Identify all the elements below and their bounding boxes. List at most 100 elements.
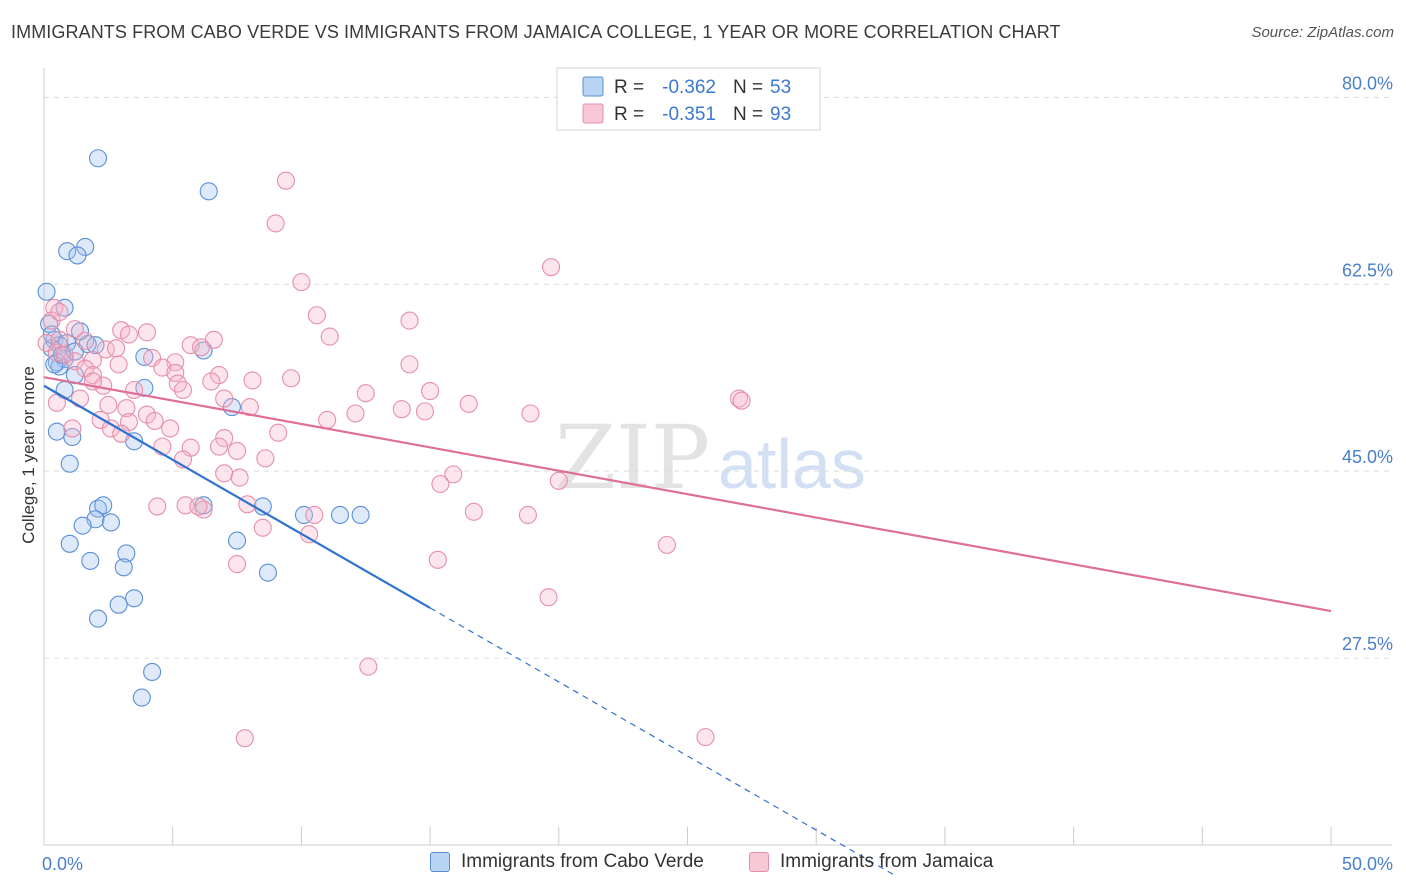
- stats-n-label: N =: [733, 104, 763, 125]
- data-point: [76, 331, 95, 350]
- data-point: [253, 518, 272, 537]
- data-point: [143, 662, 162, 682]
- data-point: [65, 352, 84, 371]
- data-point: [81, 551, 100, 570]
- data-point: [243, 371, 262, 390]
- data-points: [37, 149, 751, 748]
- data-point: [294, 505, 314, 525]
- data-point: [732, 391, 751, 410]
- trend-extension-0: [429, 607, 894, 875]
- y-tick-label: 45.0%: [1342, 447, 1393, 467]
- data-point: [194, 500, 213, 519]
- legend-item-jamaica: Immigrants from Jamaica: [749, 851, 993, 873]
- watermark: ZIP atlas: [555, 406, 866, 509]
- data-point: [215, 464, 234, 483]
- data-point: [161, 419, 180, 438]
- data-point: [359, 657, 378, 676]
- y-tick-label: 62.5%: [1342, 260, 1393, 280]
- data-point: [145, 411, 164, 431]
- legend-label-jamaica: Immigrants from Jamaica: [780, 851, 994, 872]
- data-point: [256, 449, 275, 468]
- data-point: [276, 171, 296, 190]
- data-point: [464, 502, 483, 521]
- data-point: [696, 728, 715, 747]
- data-point: [459, 394, 478, 413]
- data-point: [125, 380, 144, 400]
- trend-line-0: [43, 384, 431, 609]
- data-point: [125, 589, 144, 608]
- data-point: [119, 325, 138, 344]
- data-point: [400, 311, 419, 330]
- data-point: [235, 729, 254, 748]
- data-point: [320, 327, 339, 346]
- stats-n-label: N =: [733, 77, 763, 98]
- data-point: [318, 410, 337, 429]
- data-point: [117, 544, 136, 563]
- data-point: [356, 384, 375, 403]
- source-label: Source: ZipAtlas.com: [1251, 24, 1394, 41]
- data-point: [47, 422, 66, 441]
- data-point: [444, 465, 463, 484]
- watermark-atlas: atlas: [718, 425, 866, 503]
- data-point: [55, 345, 74, 364]
- data-point: [176, 496, 195, 515]
- chart-title: IMMIGRANTS FROM CABO VERDE VS IMMIGRANTS…: [11, 22, 1061, 42]
- data-point: [346, 404, 365, 423]
- legend-swatch-cabo-verde: [430, 852, 450, 872]
- data-point: [228, 555, 247, 574]
- data-point: [135, 347, 154, 366]
- data-point: [400, 355, 419, 374]
- stats-n-value: 93: [770, 104, 791, 125]
- data-point: [330, 505, 350, 525]
- trend-lines: [43, 376, 1332, 875]
- data-point: [89, 609, 108, 628]
- data-point: [228, 441, 247, 460]
- data-point: [542, 258, 561, 277]
- bottom-legend: Immigrants from Cabo Verde Immigrants fr…: [0, 851, 1406, 877]
- data-point: [107, 339, 126, 358]
- legend-swatch-jamaica: [749, 852, 769, 872]
- trend-line-1: [43, 376, 1332, 613]
- data-point: [109, 355, 128, 374]
- data-point: [191, 338, 211, 357]
- data-point: [70, 389, 90, 408]
- data-point: [101, 513, 120, 532]
- x-tick-labels: 0.0% 50.0%: [42, 854, 1393, 874]
- data-point: [199, 182, 218, 201]
- data-point: [657, 535, 676, 554]
- data-point: [60, 454, 79, 473]
- data-point: [392, 400, 411, 419]
- data-point: [415, 402, 435, 421]
- data-point: [428, 550, 447, 569]
- data-point: [50, 302, 69, 322]
- data-point: [230, 468, 249, 487]
- data-point: [518, 505, 537, 525]
- data-point: [58, 242, 77, 261]
- data-point: [307, 306, 326, 325]
- data-point: [258, 563, 277, 582]
- data-point: [86, 336, 105, 355]
- data-point: [94, 496, 113, 515]
- data-point: [166, 363, 185, 382]
- data-point: [73, 516, 92, 535]
- data-point: [521, 404, 540, 423]
- data-point: [269, 423, 288, 442]
- data-point: [173, 380, 193, 400]
- y-axis-label: College, 1 year or more: [19, 366, 38, 544]
- data-point: [266, 214, 285, 233]
- data-point: [549, 471, 568, 490]
- stats-swatch-1: [582, 103, 604, 124]
- data-point: [209, 437, 229, 456]
- data-point: [292, 273, 311, 292]
- y-tick-labels: 27.5% 45.0% 62.5% 80.0%: [1342, 73, 1393, 654]
- data-point: [148, 497, 167, 516]
- data-point: [153, 437, 172, 456]
- data-point: [202, 372, 221, 391]
- data-point: [117, 399, 136, 418]
- x-tick-label: 0.0%: [42, 854, 83, 874]
- y-tick-label: 27.5%: [1342, 634, 1393, 654]
- data-point: [109, 595, 128, 614]
- stats-r-value: -0.362: [662, 77, 716, 98]
- data-point: [60, 534, 79, 553]
